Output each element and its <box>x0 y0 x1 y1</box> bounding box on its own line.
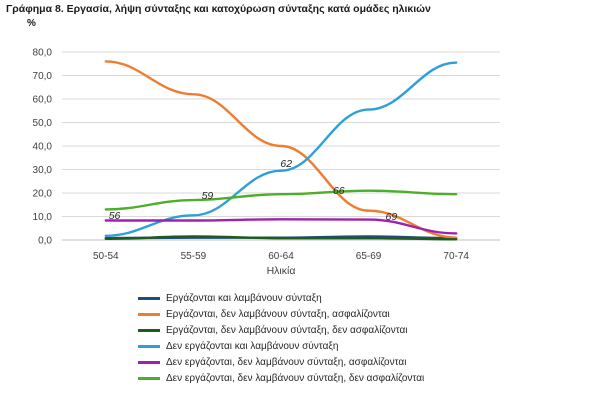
x-tick-label: 50-54 <box>93 251 119 262</box>
series-line-6 <box>104 189 458 211</box>
legend-label: Εργάζονται και λαμβάνουν σύνταξη <box>166 292 322 304</box>
legend-item: Δεν εργάζονται και λαμβάνουν σύνταξη <box>138 338 424 354</box>
legend-swatch <box>138 376 160 380</box>
legend-item: Δεν εργάζονται, δεν λαμβάνουν σύνταξη, δ… <box>138 370 424 386</box>
x-tick-label: 60-64 <box>268 251 294 262</box>
legend-swatch <box>138 328 160 332</box>
series-line-4 <box>104 61 458 237</box>
legend-item: Εργάζονται και λαμβάνουν σύνταξη <box>138 290 424 306</box>
y-tick-labels: 0,0 10,0 20,0 30,0 40,0 50,0 60,0 70,0 80,0 <box>33 48 53 247</box>
y-unit-label: % <box>27 18 36 29</box>
legend-item: Εργάζονται, δεν λαμβάνουν σύνταξη, ασφαλ… <box>138 306 424 322</box>
series-line-3 <box>104 235 458 241</box>
legend-item: Εργάζονται, δεν λαμβάνουν σύνταξη, δεν α… <box>138 322 424 338</box>
annotation-label: 62 <box>280 158 292 170</box>
legend-swatch <box>138 312 160 316</box>
legend-label: Εργάζονται, δεν λαμβάνουν σύνταξη, ασφαλ… <box>166 308 390 320</box>
y-tick-label: 0,0 <box>38 236 52 247</box>
y-tick-label: 20,0 <box>33 189 53 200</box>
series-lines <box>104 60 458 241</box>
x-tick-label: 55-59 <box>181 251 207 262</box>
annotation-label: 56 <box>109 210 121 222</box>
x-axis-label: Ηλικία <box>267 265 296 277</box>
y-tick-label: 10,0 <box>33 212 53 223</box>
legend-swatch <box>138 344 160 348</box>
annotation-label: 59 <box>202 190 214 202</box>
x-tick-labels: 50-54 55-59 60-64 65-69 70-74 <box>93 251 469 262</box>
y-tick-label: 40,0 <box>33 142 53 153</box>
legend-label: Δεν εργάζονται και λαμβάνουν σύνταξη <box>166 340 339 352</box>
series-line-2 <box>104 60 458 239</box>
series-line-5 <box>104 218 458 235</box>
y-tick-label: 60,0 <box>33 95 53 106</box>
annotations: 56 59 62 66 69 <box>109 158 398 223</box>
legend-swatch <box>138 296 160 300</box>
legend-swatch <box>138 360 160 364</box>
annotation-label: 69 <box>386 211 398 223</box>
x-tick-label: 65-69 <box>356 251 382 262</box>
y-tick-label: 70,0 <box>33 71 53 82</box>
legend: Εργάζονται και λαμβάνουν σύνταξη Εργάζοντ… <box>138 290 424 386</box>
x-tick-label: 70-74 <box>443 251 469 262</box>
legend-label: Δεν εργάζονται, δεν λαμβάνουν σύνταξη, α… <box>166 356 407 368</box>
chart-title: Γράφημα 8. Εργασία, λήψη σύνταξης και κα… <box>6 3 431 15</box>
annotation-label: 66 <box>333 185 345 197</box>
y-tick-label: 50,0 <box>33 118 53 129</box>
y-tick-label: 80,0 <box>33 48 53 59</box>
legend-label: Δεν εργάζονται, δεν λαμβάνουν σύνταξη, δ… <box>166 372 425 384</box>
line-chart: 0,0 10,0 20,0 30,0 40,0 50,0 60,0 70,0 80,0 50-5… <box>33 48 500 277</box>
legend-item: Δεν εργάζονται, δεν λαμβάνουν σύνταξη, α… <box>138 354 424 370</box>
y-tick-label: 30,0 <box>33 165 53 176</box>
legend-label: Εργάζονται, δεν λαμβάνουν σύνταξη, δεν α… <box>166 324 408 336</box>
